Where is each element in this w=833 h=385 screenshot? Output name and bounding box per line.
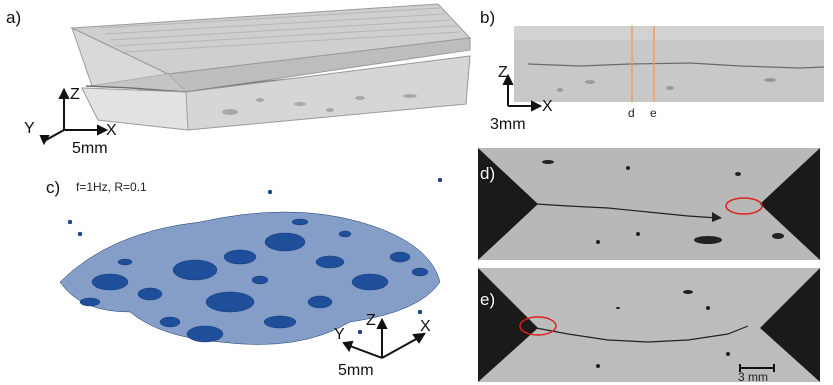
panel-c-condition: f=1Hz, R=0.1 bbox=[76, 180, 147, 194]
panel-b-axis-x: X bbox=[542, 98, 553, 115]
panel-b-marker-d: d bbox=[628, 106, 635, 120]
panel-e: e) 3 mm bbox=[478, 268, 820, 384]
panel-a-scale: 5mm bbox=[72, 140, 108, 157]
panel-b-axis-z: Z bbox=[498, 64, 508, 81]
panel-e-label: e) bbox=[480, 290, 496, 309]
panel-e-highlight bbox=[519, 316, 557, 336]
panel-b-label: b) bbox=[480, 8, 496, 27]
panel-e-scale: 3 mm bbox=[738, 370, 768, 384]
panel-b-marker-e: e bbox=[650, 106, 657, 120]
panel-c-label: c) bbox=[46, 178, 61, 197]
panel-c-axis-z: Z bbox=[366, 312, 376, 329]
panel-c-axis-y: Y bbox=[334, 326, 345, 343]
panel-c-axis-x: X bbox=[420, 318, 431, 335]
panel-a: a) bbox=[0, 0, 472, 160]
panel-b-scale: 3mm bbox=[490, 116, 526, 133]
panel-a-label: a) bbox=[6, 8, 22, 27]
panel-d-slice bbox=[478, 148, 820, 260]
panel-a-axis-z: Z bbox=[70, 86, 80, 103]
panel-b-slice bbox=[502, 26, 825, 112]
panel-d-label: d) bbox=[480, 164, 496, 183]
panel-a-specimen bbox=[39, 3, 472, 146]
panel-d-highlight bbox=[725, 197, 763, 215]
panel-b: b) Z X 3mm d e bbox=[470, 0, 833, 140]
panel-c-pores bbox=[59, 177, 443, 359]
panel-a-axis-x: X bbox=[106, 122, 117, 139]
panel-e-slice bbox=[478, 268, 820, 382]
panel-a-axis-y: Y bbox=[24, 120, 35, 137]
panel-d: d) bbox=[478, 148, 820, 260]
panel-c: c) f=1Hz, R=0.1 bbox=[0, 162, 470, 385]
panel-c-scale: 5mm bbox=[338, 362, 374, 379]
